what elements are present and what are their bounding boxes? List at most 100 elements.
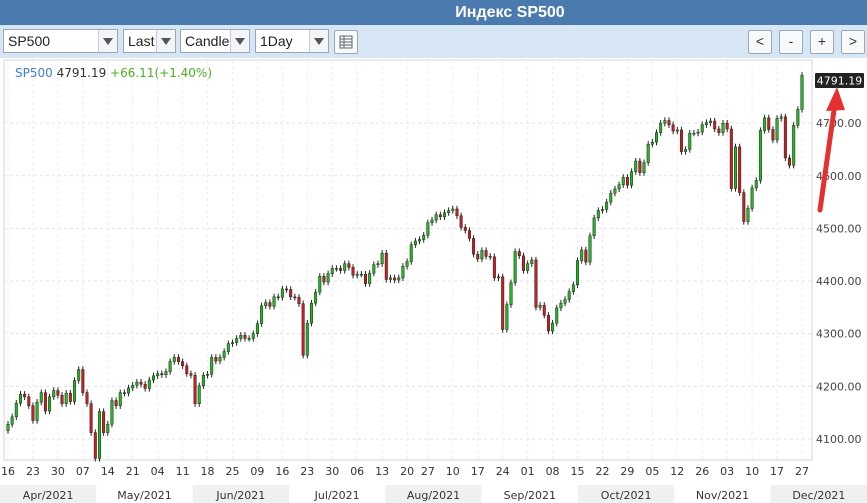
interval-dropdown[interactable]: 1Day [255, 29, 329, 53]
candle-body [659, 122, 663, 133]
zoom-out-button[interactable]: - [779, 30, 803, 54]
candle [114, 397, 118, 409]
candle-body [285, 288, 289, 291]
x-day-label: 16 [275, 465, 289, 478]
candle-body [222, 351, 226, 358]
candle-body [438, 214, 442, 218]
candle-body [476, 253, 480, 260]
candle [605, 198, 609, 213]
candle [368, 270, 372, 287]
x-day-label: 20 [400, 465, 414, 478]
candle-body [713, 120, 717, 130]
price-chart[interactable]: 4100.004200.004300.004400.004500.004600.… [0, 58, 867, 503]
candle-body [160, 373, 164, 375]
candle-body [559, 302, 563, 309]
candle-body [401, 266, 405, 279]
candle [181, 358, 185, 369]
last-price-badge: 4791.19 [815, 73, 864, 88]
zoom-in-button[interactable]: + [810, 30, 834, 54]
candle-body [542, 305, 546, 316]
candle-body [413, 240, 417, 245]
grid-lines [4, 60, 812, 460]
candle-body [592, 217, 596, 237]
candle [746, 205, 750, 225]
x-day-label: 10 [446, 465, 460, 478]
month-band-cell [385, 485, 482, 503]
candle-body [364, 273, 368, 284]
candle-body [779, 116, 783, 119]
candle-body [692, 132, 696, 135]
scroll-right-button[interactable]: > [841, 30, 865, 54]
month-band-cell [770, 485, 867, 503]
chevron-down-icon[interactable] [156, 30, 175, 52]
x-day-label: 30 [325, 465, 339, 478]
candle-body [758, 130, 762, 181]
chevron-down-icon[interactable] [98, 30, 117, 52]
candle-body [505, 304, 509, 330]
candle-body [480, 250, 484, 260]
candle-body [368, 272, 372, 284]
price-field-dropdown[interactable]: Last [123, 29, 176, 53]
candle [127, 384, 131, 397]
candle-body [272, 296, 276, 307]
y-tick-label: 4200.00 [816, 380, 862, 393]
y-tick-label: 4700.00 [816, 117, 862, 130]
candle-body [646, 143, 650, 163]
candle [372, 261, 376, 277]
candle-body [497, 276, 501, 279]
candle-body [68, 392, 72, 402]
x-axis: 16 23 30 07 14 21 04 11 18 25 09 16 23 30 06 13 20 27 10 17… [0, 465, 867, 503]
candle [576, 257, 580, 288]
x-day-label: 04 [151, 465, 165, 478]
candle [742, 189, 746, 225]
chevron-down-icon[interactable] [230, 30, 249, 52]
candle-body [301, 303, 305, 356]
candle [239, 332, 243, 342]
candle [164, 368, 168, 378]
candle-body [397, 277, 401, 281]
x-day-label: 07 [76, 465, 90, 478]
candle-body [767, 117, 771, 130]
candle-body [671, 124, 675, 132]
chevron-down-icon[interactable] [309, 30, 328, 52]
candle-body [293, 296, 297, 299]
data-table-button[interactable] [334, 30, 358, 54]
candle [52, 387, 56, 400]
candle-body [621, 177, 625, 185]
candle [206, 371, 210, 379]
candle [197, 382, 201, 407]
scroll-left-button[interactable]: < [748, 30, 772, 54]
candle [131, 382, 135, 392]
chart-type-value: Candle [185, 33, 230, 49]
candle [463, 224, 467, 234]
x-day-label: 18 [201, 465, 215, 478]
candle [513, 248, 517, 286]
candle-body [384, 252, 388, 280]
candle [222, 348, 226, 361]
candle-body [73, 380, 77, 402]
candle-body [742, 192, 746, 222]
chart-type-dropdown[interactable]: Candle [180, 29, 250, 53]
candle [754, 177, 758, 192]
candle [418, 236, 422, 245]
x-day-label: 16 [1, 465, 15, 478]
candle [625, 174, 629, 189]
candle-body [235, 338, 239, 343]
candle [480, 247, 484, 263]
candle [455, 205, 459, 219]
x-day-label: 24 [496, 465, 510, 478]
candle-body [372, 264, 376, 274]
x-day-label: 17 [770, 465, 784, 478]
candle-body [655, 132, 658, 143]
candle [729, 125, 733, 192]
candle-body [455, 208, 459, 217]
month-band-cell [481, 485, 578, 503]
symbol-dropdown[interactable]: SP500 [3, 29, 118, 53]
candle [725, 120, 729, 133]
candle [23, 391, 27, 400]
candle-body [763, 117, 767, 131]
candle-body [733, 146, 737, 189]
candle-body [243, 335, 247, 339]
candle [700, 121, 704, 136]
candle [93, 429, 97, 462]
